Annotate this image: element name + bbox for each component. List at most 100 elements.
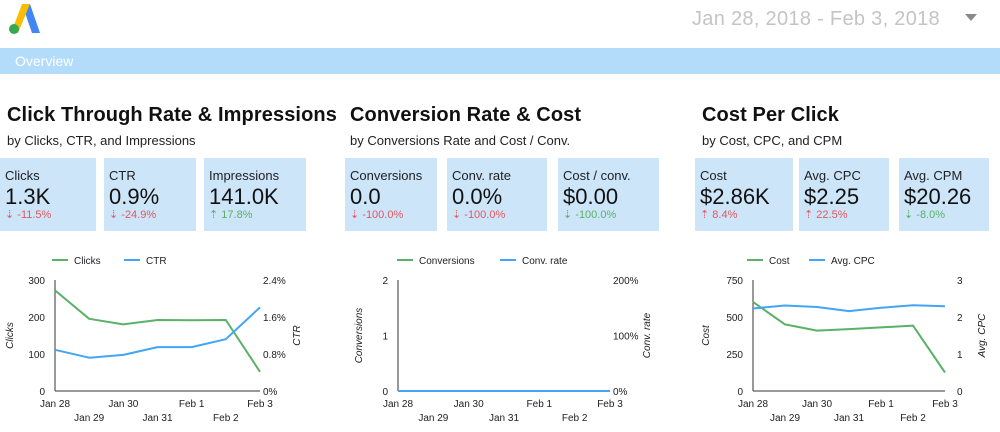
y-tick-label-right: 2.4% — [263, 276, 286, 287]
google-ads-logo-icon[interactable] — [6, 2, 42, 36]
y-tick-label-left: 100 — [28, 350, 45, 361]
y-axis-label-right: Conv. rate — [642, 312, 653, 358]
scorecard-delta: ⇡ 17.8% — [209, 209, 253, 221]
arrow-down-icon: ⇣ — [5, 209, 15, 221]
scorecard-value: $2.86K — [700, 184, 770, 209]
scorecard-label: Clicks — [5, 168, 40, 183]
caret-down-icon[interactable] — [965, 14, 977, 21]
y-tick-label-left: 500 — [726, 313, 743, 324]
x-tick-label: Jan 31 — [489, 413, 519, 424]
legend-entry: Conv. rate — [522, 256, 568, 267]
scorecard-label: Cost — [700, 168, 727, 183]
scorecard-cost[interactable]: Cost $2.86K ⇡ 8.4% — [695, 158, 793, 231]
y-tick-label-left: 2 — [382, 276, 388, 287]
x-tick-label: Jan 30 — [454, 399, 484, 410]
scorecard-value: 141.0K — [209, 184, 279, 209]
chart-cost-cpc[interactable]: Cost Avg. CPC 750 500 250 0 3 2 1 0 Cost Avg. CPC Ja… — [695, 250, 1000, 432]
arrow-down-icon: ⇣ — [109, 209, 119, 221]
arrow-down-icon: ⇣ — [452, 209, 462, 221]
scorecard-label: CTR — [109, 168, 136, 183]
scorecard-value: $20.26 — [904, 184, 972, 209]
scorecard-delta: ⇣ -100.0% — [563, 209, 617, 221]
y-tick-label-left: 0 — [382, 387, 388, 398]
series-line-cost — [752, 301, 946, 374]
y-tick-label-right: 1 — [957, 350, 963, 361]
scorecard-delta: ⇣ -11.5% — [5, 209, 52, 221]
series-line-clicks — [54, 289, 261, 373]
arrow-down-icon: ⇣ — [350, 209, 360, 221]
arrow-up-icon: ⇡ — [804, 209, 814, 221]
y-tick-label-right: 100% — [613, 332, 639, 343]
scorecard-value: 1.3K — [5, 184, 51, 209]
x-tick-label: Feb 2 — [213, 413, 239, 424]
chart-clicks-ctr[interactable]: Clicks CTR 300 200 100 0 2.4% 1.6% 0.8% 0% Clicks C… — [0, 250, 330, 432]
y-tick-label-right: 1.6% — [263, 313, 286, 324]
scorecard-value: $0.00 — [563, 184, 619, 209]
y-tick-label-right: 0 — [957, 387, 963, 398]
y-tick-label-left: 1 — [382, 332, 388, 343]
series-line-avg-cpc — [752, 304, 946, 313]
y-tick-label-left: 250 — [726, 350, 743, 361]
y-tick-label-right: 0% — [263, 387, 278, 398]
x-tick-label: Feb 2 — [562, 413, 588, 424]
scorecard-conversions[interactable]: Conversions 0.0 ⇣ -100.0% — [345, 158, 437, 231]
scorecard-value: 0.0 — [350, 184, 381, 209]
section-title-cpc: Cost Per Click — [702, 104, 840, 126]
x-tick-label: Jan 30 — [802, 399, 832, 410]
section-title-conversion: Conversion Rate & Cost — [350, 104, 582, 126]
scorecard-label: Impressions — [209, 168, 280, 183]
scorecard-delta: ⇣ -8.0% — [904, 209, 946, 221]
x-tick-label: Feb 3 — [597, 399, 623, 410]
scorecard-clicks[interactable]: Clicks 1.3K ⇣ -11.5% — [0, 158, 96, 231]
y-tick-label-right: 200% — [613, 276, 639, 287]
x-tick-label: Jan 31 — [834, 413, 864, 424]
x-tick-label: Jan 30 — [108, 399, 138, 410]
date-range-selector[interactable]: Jan 28, 2018 - Feb 3, 2018 — [692, 8, 940, 30]
legend-entry: Cost — [769, 256, 790, 267]
legend-entry: Conversions — [419, 256, 475, 267]
scorecard-avg-cpm[interactable]: Avg. CPM $20.26 ⇣ -8.0% — [899, 158, 989, 231]
y-tick-label-left: 750 — [726, 276, 743, 287]
section-subtitle-conversion: by Conversions Rate and Cost / Conv. — [350, 133, 571, 148]
chart-conversions-rate[interactable]: Conversions Conv. rate 2 1 0 200% 100% 0% Conver… — [345, 250, 660, 432]
y-tick-label-right: 0% — [613, 387, 628, 398]
y-axis-label-right: CTR — [292, 325, 303, 346]
scorecard-label: Avg. CPM — [904, 168, 963, 183]
x-tick-label: Feb 3 — [247, 399, 273, 410]
tab-overview[interactable]: Overview — [15, 53, 74, 69]
y-tick-label-right: 0.8% — [263, 350, 286, 361]
scorecard-label: Conversions — [350, 168, 423, 183]
y-tick-label-left: 300 — [28, 276, 45, 287]
scorecard-ctr[interactable]: CTR 0.9% ⇣ -24.9% — [104, 158, 196, 231]
scorecard-value: 0.0% — [452, 184, 503, 209]
x-tick-label: Jan 28 — [738, 399, 768, 410]
x-tick-label: Jan 28 — [383, 399, 413, 410]
series-line-ctr — [54, 306, 261, 359]
x-tick-label: Jan 28 — [40, 399, 70, 410]
legend-entry: Avg. CPC — [831, 256, 875, 267]
scorecard-delta: ⇣ -100.0% — [452, 209, 506, 221]
scorecard-label: Avg. CPC — [804, 168, 861, 183]
legend-entry: Clicks — [74, 256, 101, 267]
y-tick-label-left: 200 — [28, 313, 45, 324]
scorecard-cost-per-conv[interactable]: Cost / conv. $0.00 ⇣ -100.0% — [558, 158, 659, 231]
scorecard-delta: ⇡ 22.5% — [804, 209, 848, 221]
x-tick-label: Jan 29 — [418, 413, 448, 424]
y-tick-label-right: 2 — [957, 313, 963, 324]
arrow-down-icon: ⇣ — [904, 209, 914, 221]
x-tick-label: Feb 1 — [179, 399, 205, 410]
arrow-down-icon: ⇣ — [563, 209, 573, 221]
scorecard-conv-rate[interactable]: Conv. rate 0.0% ⇣ -100.0% — [447, 158, 547, 231]
x-tick-label: Jan 31 — [142, 413, 172, 424]
arrow-up-icon: ⇡ — [209, 209, 219, 221]
y-axis-label-right: Avg. CPC — [977, 313, 988, 358]
x-tick-label: Feb 1 — [868, 399, 894, 410]
section-subtitle-cpc: by Cost, CPC, and CPM — [702, 133, 843, 148]
legend-entry: CTR — [146, 256, 167, 267]
scorecard-impressions[interactable]: Impressions 141.0K ⇡ 17.8% — [204, 158, 306, 231]
scorecard-label: Conv. rate — [452, 168, 512, 183]
y-tick-label-left: 0 — [737, 387, 743, 398]
arrow-up-icon: ⇡ — [700, 209, 710, 221]
scorecard-avg-cpc[interactable]: Avg. CPC $2.25 ⇡ 22.5% — [799, 158, 889, 231]
y-tick-label-left: 0 — [39, 387, 45, 398]
